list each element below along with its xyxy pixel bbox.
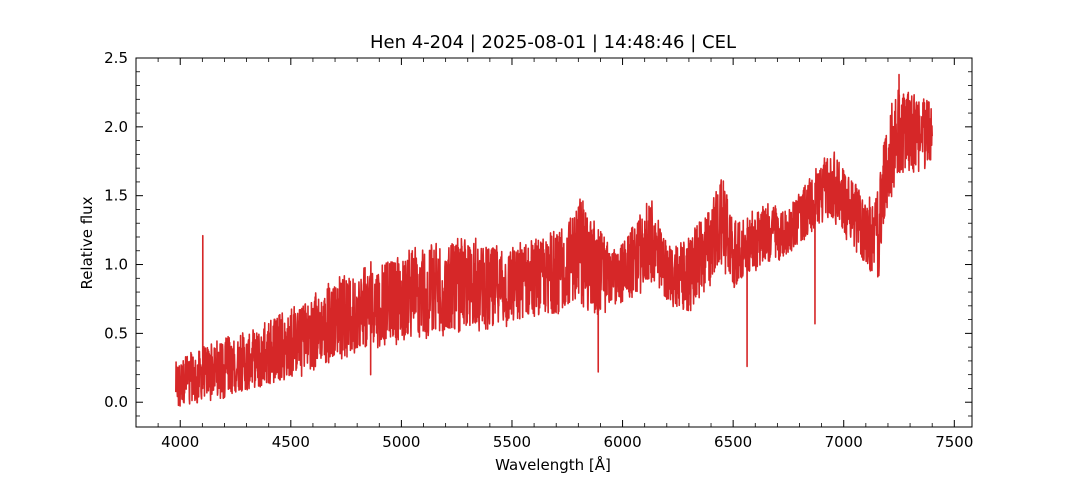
y-axis-title: Relative flux [78, 196, 96, 289]
axis-ticks: 4000 4500 5000 5500 6000 6500 7000 7500 0.0 0.5 1.… [104, 49, 973, 451]
x-tick-label: 7500 [935, 433, 973, 451]
x-tick-label: 4500 [272, 433, 310, 451]
x-tick-label: 5500 [493, 433, 531, 451]
x-tick-label: 4000 [161, 433, 199, 451]
spectrum-line [175, 73, 933, 407]
plot-area [175, 73, 933, 407]
x-tick-label: 7000 [825, 433, 863, 451]
y-tick-label: 2.0 [104, 118, 128, 136]
y-tick-label: 1.5 [104, 187, 128, 205]
chart-title: Hen 4-204 | 2025-08-01 | 14:48:46 | CEL [370, 32, 736, 53]
x-tick-label: 6500 [714, 433, 752, 451]
y-tick-label: 1.0 [104, 256, 128, 274]
y-tick-label: 0.0 [104, 393, 128, 411]
x-tick-label: 5000 [382, 433, 420, 451]
x-axis-title: Wavelength [Å] [495, 455, 611, 474]
x-tick-label: 6000 [603, 433, 641, 451]
y-tick-label: 0.5 [104, 324, 128, 342]
y-tick-label: 2.5 [104, 49, 128, 67]
plot-frame [135, 57, 973, 428]
